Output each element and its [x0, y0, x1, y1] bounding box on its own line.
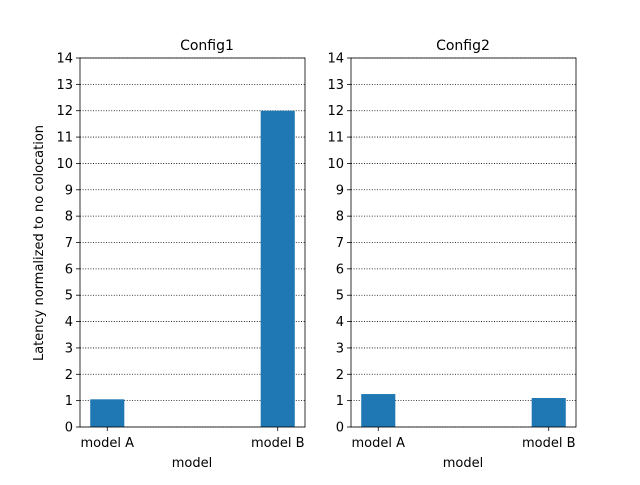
- y-tick-label: 13: [56, 78, 73, 93]
- panel-config1: Config1 model Latency normalized to no c…: [32, 38, 306, 471]
- y-tick-label: 5: [336, 289, 344, 304]
- bar-model-a: [361, 394, 396, 427]
- y-tick-label: 9: [65, 183, 73, 198]
- y-tick-label: 10: [56, 157, 73, 172]
- y-tick-label: 1: [65, 394, 73, 409]
- y-tick-label: 0: [65, 421, 73, 436]
- y-tick-label: 11: [56, 131, 73, 146]
- y-tick-label: 3: [65, 341, 73, 356]
- y-tick-label: 9: [336, 183, 344, 198]
- x-axis-label: model: [443, 456, 483, 471]
- y-tick-label: 14: [327, 52, 344, 67]
- y-tick-label: 6: [65, 262, 73, 277]
- y-tick-label: 10: [327, 157, 344, 172]
- y-tick-label: 1: [336, 394, 344, 409]
- y-tick-label: 2: [65, 368, 73, 383]
- axes-frame: [79, 57, 306, 428]
- y-tick-label: 13: [327, 78, 344, 93]
- x-tick-label: model A: [81, 436, 135, 451]
- x-tick-label: model A: [352, 436, 406, 451]
- y-tick-label: 12: [327, 104, 344, 119]
- panel-title: Config1: [180, 38, 234, 54]
- y-axis-label: Latency normalized to no colocation: [32, 125, 47, 361]
- y-tick-label: 4: [65, 315, 73, 330]
- y-tick-label: 0: [336, 421, 344, 436]
- y-tick-label: 6: [336, 262, 344, 277]
- y-tick-label: 2: [336, 368, 344, 383]
- y-tick-label: 7: [336, 236, 344, 251]
- y-tick-label: 12: [56, 104, 73, 119]
- y-tick-label: 8: [65, 210, 73, 225]
- bar-model-a: [90, 399, 125, 427]
- y-tick-label: 3: [336, 341, 344, 356]
- x-axis-label: model: [172, 456, 212, 471]
- y-tick-label: 8: [336, 210, 344, 225]
- x-tick-label: model B: [522, 436, 576, 451]
- panel-title: Config2: [436, 38, 490, 54]
- y-tick-label: 14: [56, 52, 73, 67]
- panel-config2: Config2 model 01234567891011121314model …: [327, 38, 577, 471]
- axes-frame: [350, 57, 577, 428]
- x-tick-label: model B: [251, 436, 305, 451]
- bar-model-b: [531, 398, 566, 427]
- y-tick-label: 4: [336, 315, 344, 330]
- y-tick-label: 5: [65, 289, 73, 304]
- y-tick-label: 11: [327, 131, 344, 146]
- y-tick-label: 7: [65, 236, 73, 251]
- bar-model-b: [260, 110, 295, 427]
